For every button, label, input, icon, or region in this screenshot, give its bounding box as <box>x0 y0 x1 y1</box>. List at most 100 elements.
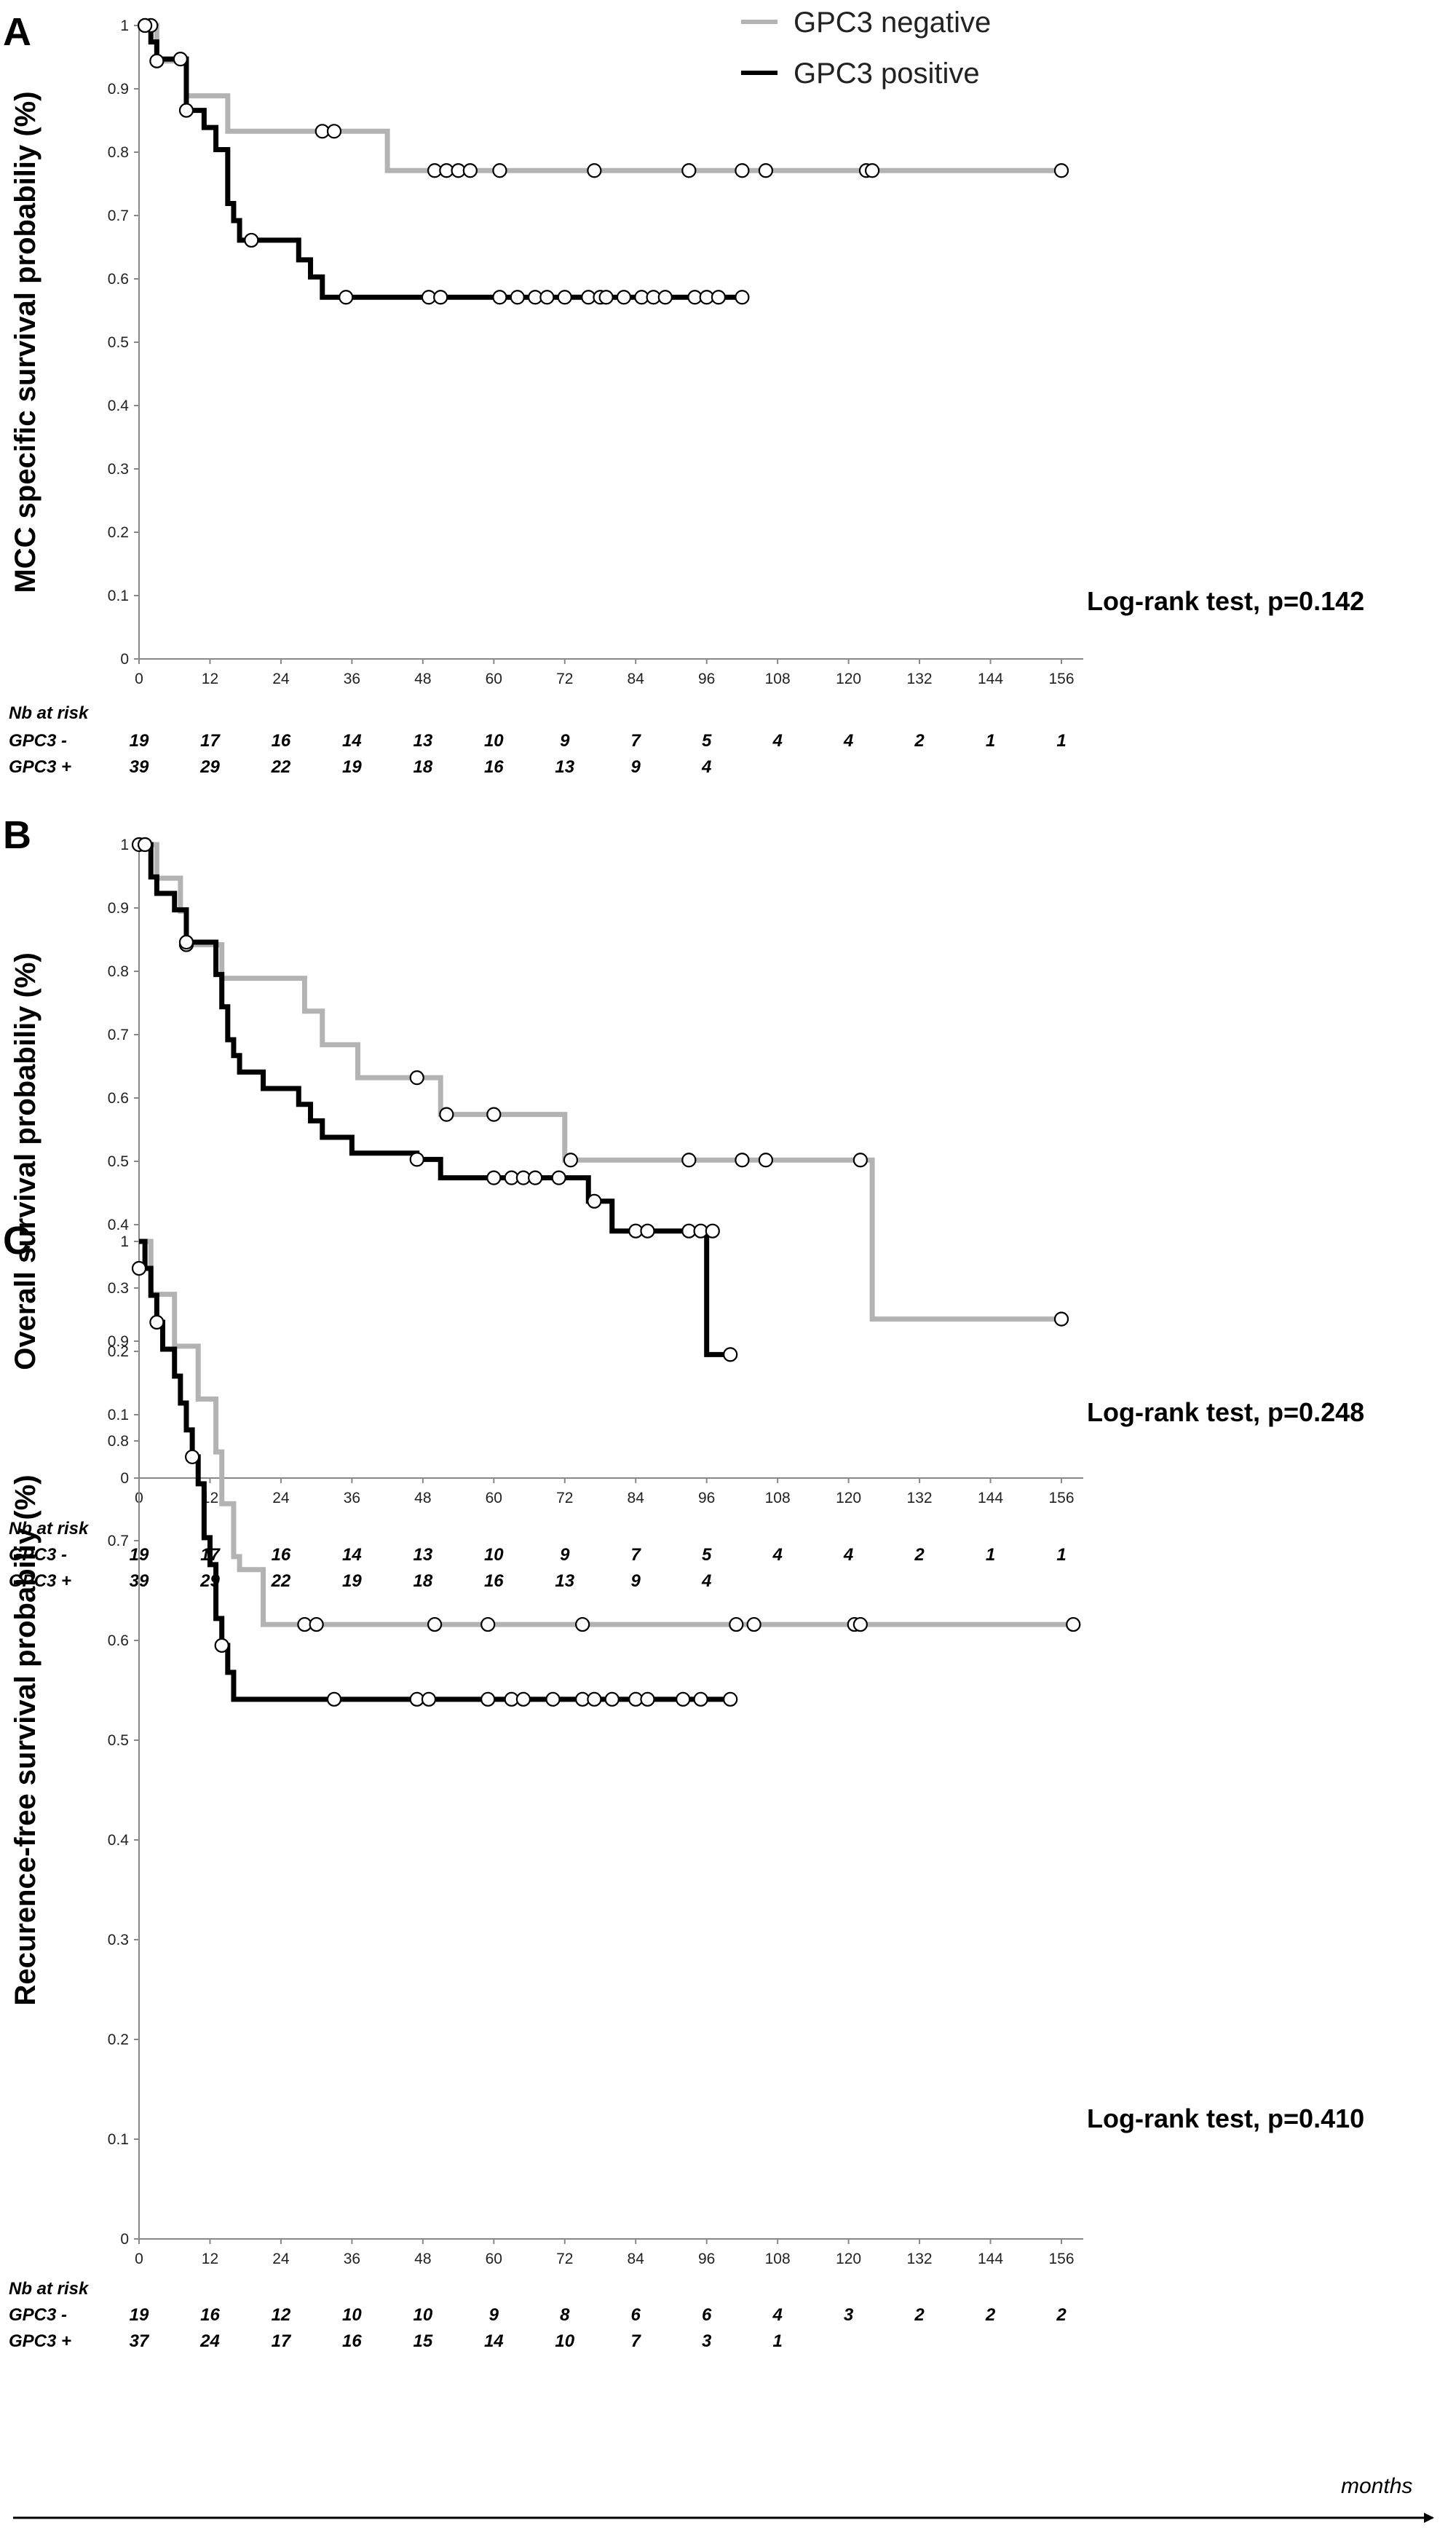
censor-mark-negative <box>1066 1616 1081 1632</box>
risk-count: 2 <box>985 2305 996 2325</box>
censor-mark-positive <box>138 17 153 33</box>
censor-mark-negative <box>309 1616 324 1632</box>
y-tick-label: 0.5 <box>108 1732 129 1749</box>
risk-table-header: Nb at risk <box>9 703 90 723</box>
y-tick-label: 0.7 <box>108 1533 129 1549</box>
x-tick-label: 0 <box>135 671 143 687</box>
censor-mark-negative <box>852 1153 868 1168</box>
x-tick-label: 108 <box>765 2251 791 2267</box>
censor-mark-negative <box>746 1616 761 1632</box>
y-tick-label: 0.8 <box>108 963 129 980</box>
risk-count: 14 <box>342 1545 362 1565</box>
x-tick-label: 132 <box>907 671 933 687</box>
risk-count: 6 <box>631 2305 641 2325</box>
censor-mark-positive <box>433 290 448 305</box>
log-rank-annotation: Log-rank test, p=0.142 <box>1087 586 1364 616</box>
panel-letter: C <box>3 1219 31 1263</box>
risk-table-header: Nb at risk <box>9 1519 90 1538</box>
censor-mark-positive <box>339 290 354 305</box>
months-axis-arrow: months <box>13 2474 1434 2523</box>
x-tick-label: 84 <box>628 2251 645 2267</box>
x-tick-label: 84 <box>628 1490 645 1506</box>
censor-mark-negative <box>735 1153 750 1168</box>
censor-mark-positive <box>173 52 188 67</box>
legend-label-positive: GPC3 positive <box>794 58 980 90</box>
risk-count: 13 <box>555 757 574 777</box>
risk-count: 14 <box>484 2331 504 2351</box>
risk-count: 9 <box>631 1571 641 1591</box>
risk-count: 9 <box>560 1545 570 1565</box>
y-tick-label: 0.6 <box>108 1090 129 1107</box>
censor-mark-positive <box>616 290 632 305</box>
censor-mark-negative <box>852 1616 868 1632</box>
y-tick-label: 0.9 <box>108 81 129 98</box>
x-tick-label: 144 <box>978 671 1003 687</box>
y-tick-label: 0.3 <box>108 461 129 478</box>
risk-count: 7 <box>631 1545 642 1565</box>
censor-mark-positive <box>492 290 507 305</box>
x-tick-label: 108 <box>765 1490 791 1506</box>
x-tick-label: 108 <box>765 671 791 687</box>
x-tick-label: 72 <box>556 1490 573 1506</box>
censor-mark-positive <box>735 290 750 305</box>
risk-count: 2 <box>1056 2305 1067 2325</box>
censor-mark-positive <box>587 1193 602 1209</box>
censor-mark-negative <box>462 163 478 178</box>
legend-label-negative: GPC3 negative <box>794 7 991 39</box>
panel-c: C00.10.20.30.40.50.60.70.80.910 12 24 36 48 6… <box>3 1219 1364 2351</box>
censor-mark-negative <box>486 1107 502 1122</box>
censor-mark-positive <box>640 1691 655 1707</box>
survival-curve-negative <box>139 23 1061 173</box>
censor-mark-negative <box>427 1616 443 1632</box>
censor-mark-positive <box>131 1260 147 1276</box>
risk-count: 5 <box>702 731 712 751</box>
risk-count: 12 <box>272 2305 291 2325</box>
risk-count: 4 <box>772 1545 782 1565</box>
y-tick-label: 0 <box>120 651 129 668</box>
censor-mark-negative <box>575 1616 590 1632</box>
log-rank-annotation: Log-rank test, p=0.410 <box>1087 2103 1364 2133</box>
risk-count: 16 <box>272 1545 291 1565</box>
y-tick-label: 0.1 <box>108 588 129 604</box>
risk-count: 8 <box>560 2305 570 2325</box>
x-tick-label: 132 <box>907 2251 933 2267</box>
y-tick-label: 0.1 <box>108 1407 129 1423</box>
x-tick-label: 72 <box>556 2251 573 2267</box>
x-tick-label: 48 <box>414 671 431 687</box>
risk-count: 2 <box>914 1545 925 1565</box>
risk-row-label: GPC3 - <box>9 731 67 751</box>
y-tick-label: 0.7 <box>108 1027 129 1043</box>
y-tick-label: 0.3 <box>108 1280 129 1297</box>
panel-b: B00.10.20.30.40.50.60.70.80.910 12 24 36 48 6… <box>3 813 1364 1591</box>
y-tick-label: 0.6 <box>108 271 129 288</box>
survival-curve-negative <box>139 1239 1074 1627</box>
risk-row-label: GPC3 - <box>9 2305 67 2325</box>
risk-count: 7 <box>631 2331 642 2351</box>
survival-curve-positive <box>139 23 743 300</box>
censor-mark-positive <box>657 290 673 305</box>
y-tick-label: 0.3 <box>108 1932 129 1948</box>
risk-count: 14 <box>342 731 362 751</box>
censor-mark-negative <box>563 1153 578 1168</box>
x-tick-label: 96 <box>698 671 715 687</box>
censor-mark-negative <box>439 1107 454 1122</box>
y-tick-label: 0.4 <box>108 398 130 414</box>
x-tick-label: 156 <box>1048 2251 1074 2267</box>
risk-count: 18 <box>413 757 432 777</box>
risk-count: 3 <box>702 2331 712 2351</box>
x-tick-label: 12 <box>202 2251 218 2267</box>
censor-mark-negative <box>758 1153 774 1168</box>
risk-row-label: GPC3 + <box>9 2331 71 2351</box>
risk-count: 4 <box>843 731 853 751</box>
censor-mark-positive <box>214 1638 229 1653</box>
months-label: months <box>1341 2474 1412 2498</box>
censor-mark-positive <box>693 1691 708 1707</box>
x-tick-label: 144 <box>978 1490 1003 1506</box>
risk-count: 5 <box>702 1545 712 1565</box>
x-tick-label: 60 <box>486 2251 502 2267</box>
y-tick-label: 0.8 <box>108 144 129 161</box>
risk-count: 22 <box>271 1571 291 1591</box>
y-axis-label: Recurence-free survival probabiliy (%) <box>9 1474 41 2005</box>
risk-count: 29 <box>199 757 220 777</box>
risk-count: 24 <box>199 2331 220 2351</box>
